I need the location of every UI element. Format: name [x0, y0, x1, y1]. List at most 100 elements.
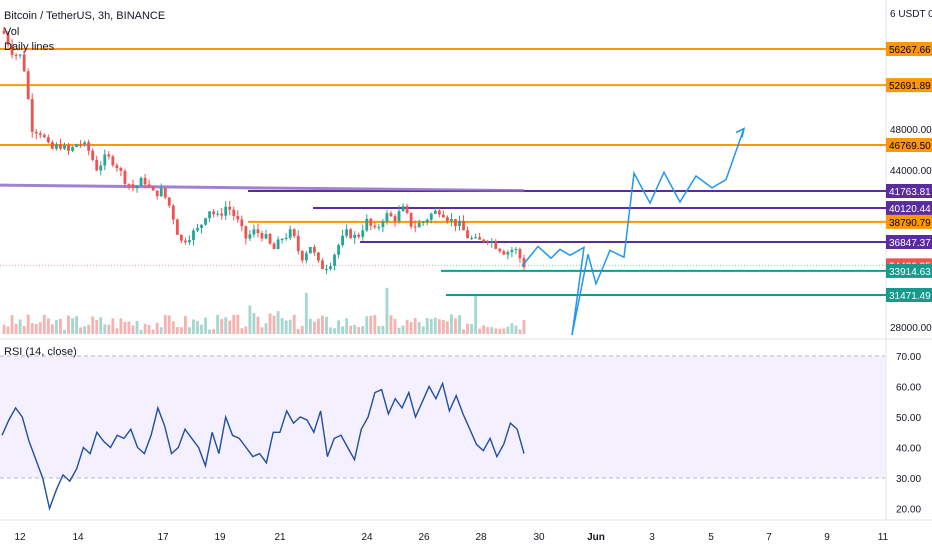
volume-bar — [494, 328, 498, 334]
candle-body — [325, 268, 328, 270]
volume-bar — [131, 325, 135, 334]
volume-bar — [30, 323, 34, 334]
candle-body — [478, 237, 482, 240]
volume-bar — [296, 328, 300, 334]
candle-body — [131, 184, 135, 189]
volume-bar — [518, 329, 522, 334]
candle-body — [151, 186, 155, 191]
volume-bar — [349, 325, 353, 334]
rsi-tick: 20.00 — [896, 505, 921, 516]
candle-body — [284, 237, 288, 239]
candle-body — [99, 165, 103, 171]
price-axis: 48000.00 44000.00 28000.00 56267.66 52691.89… — [886, 9, 932, 334]
volume-bar — [179, 327, 183, 334]
volume-bar — [200, 324, 203, 334]
candle-body — [10, 44, 14, 55]
rsi-label[interactable]: RSI (14, close) — [4, 346, 77, 358]
volume-bar — [357, 327, 361, 334]
candle-body — [337, 245, 340, 255]
volume-bar — [42, 314, 46, 334]
volume-bar — [151, 329, 155, 334]
volume-bar — [67, 315, 70, 334]
candle-body — [268, 234, 272, 244]
candle-body — [83, 142, 87, 145]
volume-bar — [482, 325, 486, 334]
volume-bar — [107, 324, 111, 334]
candle-body — [333, 254, 336, 267]
volume-bar — [256, 316, 260, 334]
volume-bar — [389, 315, 393, 334]
indicator-vol[interactable]: Vol — [4, 26, 20, 38]
volume-bar — [377, 326, 381, 334]
indicator-daily-lines[interactable]: Daily lines — [4, 41, 55, 53]
volume-bar — [373, 315, 377, 334]
candle-body — [349, 229, 353, 239]
volume-bar — [429, 319, 433, 334]
candle-body — [59, 144, 62, 149]
volume-bar — [208, 329, 211, 334]
volume-bar — [260, 327, 264, 334]
volume-bar — [405, 319, 409, 334]
time-tick-3: 3 — [649, 532, 655, 543]
candle-body — [208, 211, 211, 219]
volume-bar — [369, 315, 373, 334]
volume-bar — [159, 327, 163, 334]
candle-body — [506, 252, 510, 255]
candle-body — [179, 234, 183, 241]
volume-bar — [486, 327, 490, 334]
volume-bar — [171, 321, 175, 334]
candle-body — [91, 150, 95, 160]
volume-bar — [280, 318, 284, 334]
volume-bar — [490, 327, 494, 334]
volume-bar — [34, 323, 38, 334]
volume-bar — [252, 313, 256, 334]
price-label-bg — [886, 78, 932, 93]
time-tick-12: 12 — [14, 532, 26, 543]
volume-bar — [284, 320, 288, 334]
volume-bar — [91, 316, 95, 334]
candle-body — [486, 241, 490, 243]
volume-bar — [71, 318, 74, 334]
candle-body — [135, 185, 139, 189]
projection-path[interactable] — [521, 128, 745, 336]
rsi-line[interactable] — [1, 381, 525, 511]
volume-bar — [337, 320, 340, 334]
candle-body — [63, 145, 66, 149]
price-label-33914.63: 33914.63 — [889, 267, 931, 278]
candle-body — [46, 137, 50, 143]
price-tick: 28000.00 — [890, 323, 932, 334]
volume-bar — [188, 327, 191, 334]
daily-line-faded — [0, 183, 525, 193]
candle-body — [377, 227, 381, 229]
volume-bar — [397, 327, 401, 334]
volume-bar — [50, 324, 54, 334]
time-tick-5: 5 — [708, 532, 714, 543]
candle-body — [425, 219, 429, 222]
candle-body — [321, 260, 324, 269]
candle-body — [87, 142, 91, 151]
volume-bar — [38, 322, 42, 334]
candle-body — [248, 234, 252, 239]
volume-bar — [421, 326, 425, 334]
candle-body — [300, 251, 304, 261]
symbol-title: Bitcoin / TetherUS, 3h, BINANCE — [4, 10, 166, 22]
candle-body — [228, 206, 232, 210]
candle-body — [409, 212, 413, 227]
time-tick-19: 19 — [214, 532, 226, 543]
candle-body — [75, 144, 78, 147]
candle-body — [123, 170, 127, 184]
volume-bar — [18, 319, 22, 334]
rsi-tick: 50.00 — [896, 413, 921, 424]
candle-body — [345, 229, 349, 236]
volume-bar — [83, 326, 87, 334]
volume-bar — [244, 326, 248, 334]
candle-body — [421, 221, 425, 223]
candle-body — [433, 210, 437, 214]
candle-body — [236, 215, 240, 220]
candle-body — [458, 220, 461, 226]
candle-body — [224, 206, 228, 216]
volume-bar — [75, 316, 78, 334]
currency-label[interactable]: 6 USDT 0 — [890, 9, 932, 20]
